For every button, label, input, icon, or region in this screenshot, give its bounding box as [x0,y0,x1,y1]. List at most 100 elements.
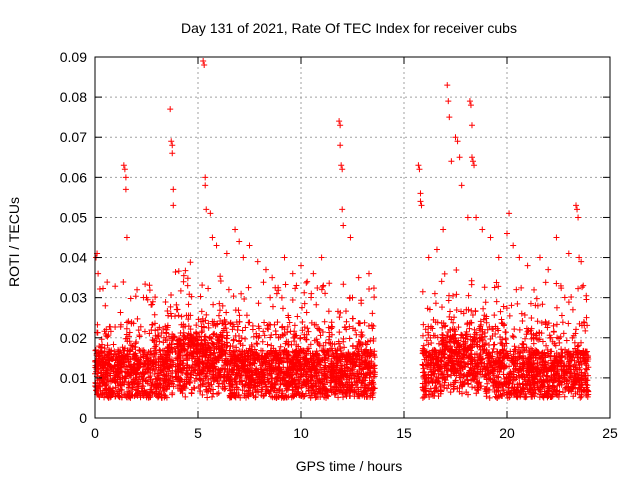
data-point [164,360,171,367]
data-point [370,363,377,370]
data-point [276,386,283,393]
data-point [204,394,211,401]
data-point [336,314,343,321]
data-point [123,325,130,332]
x-tick-label: 15 [396,425,412,441]
y-tick-label: 0.02 [60,330,87,346]
chart-title: Day 131 of 2021, Rate Of TEC Index for r… [181,20,517,36]
data-point [299,361,306,368]
data-point [241,369,248,376]
data-point [124,319,131,326]
data-point [206,382,213,389]
data-point [202,362,209,369]
data-point [208,375,215,382]
data-point [479,349,486,356]
data-point [227,380,234,387]
data-point [572,390,579,397]
data-point [483,347,490,354]
data-point [480,355,487,362]
data-point [497,357,504,364]
data-point [218,333,225,340]
data-point [459,390,466,397]
data-point [230,366,237,373]
data-point [511,376,518,383]
data-point [254,341,261,348]
data-point [440,340,447,347]
data-point [210,360,217,367]
data-point [100,373,107,380]
data-point [499,320,506,327]
data-point [460,348,467,355]
data-point [550,371,557,378]
data-point [315,386,322,392]
data-point [320,282,327,289]
data-point [540,394,547,401]
data-point [136,333,143,340]
data-point [224,375,231,382]
data-point [493,279,500,286]
data-point [547,335,554,342]
data-point [124,369,131,376]
data-point [222,350,229,357]
data-point [344,355,351,362]
data-point [439,324,446,331]
data-point [227,360,234,367]
data-point [224,342,231,349]
data-point [497,362,504,369]
data-point [143,378,150,385]
data-point [287,328,294,335]
data-point [313,301,320,308]
data-point [465,292,472,299]
y-tick-label: 0.03 [60,290,87,306]
data-point [236,374,243,381]
data-point [304,368,311,375]
data-point [133,371,140,378]
y-tick-label: 0.09 [60,49,87,65]
data-point [503,305,510,312]
data-point [426,388,433,395]
data-point [200,375,207,382]
data-point [453,267,460,274]
data-point [185,323,192,330]
data-point [450,319,457,326]
data-point [119,344,126,351]
data-point [491,284,498,291]
data-point [182,393,189,400]
data-point [224,367,231,374]
data-point [303,336,310,343]
data-point [157,351,164,358]
data-point [369,310,376,317]
data-point [204,368,211,375]
data-point [468,356,475,363]
data-point [245,284,252,291]
data-point [126,329,133,336]
data-point [275,334,282,341]
data-point [265,378,272,385]
data-point [360,389,367,396]
data-point [268,366,275,373]
data-point [252,386,259,393]
data-point [333,380,340,387]
data-point [319,283,326,290]
data-point [232,371,239,378]
data-point [441,365,448,372]
data-point [427,324,434,331]
data-point [166,349,173,356]
data-point [248,368,255,375]
data-point [313,321,320,328]
data-point [500,365,507,372]
data-point [491,341,498,348]
data-point [265,326,272,333]
data-point [274,319,281,326]
data-point [582,365,589,372]
data-point [447,389,454,396]
data-point [285,386,292,393]
data-point [286,319,293,326]
data-point [357,361,364,368]
data-point [260,328,267,335]
data-point [531,375,538,382]
data-point [451,385,458,392]
data-point [273,394,280,401]
data-point [303,331,310,338]
data-point [158,330,165,337]
